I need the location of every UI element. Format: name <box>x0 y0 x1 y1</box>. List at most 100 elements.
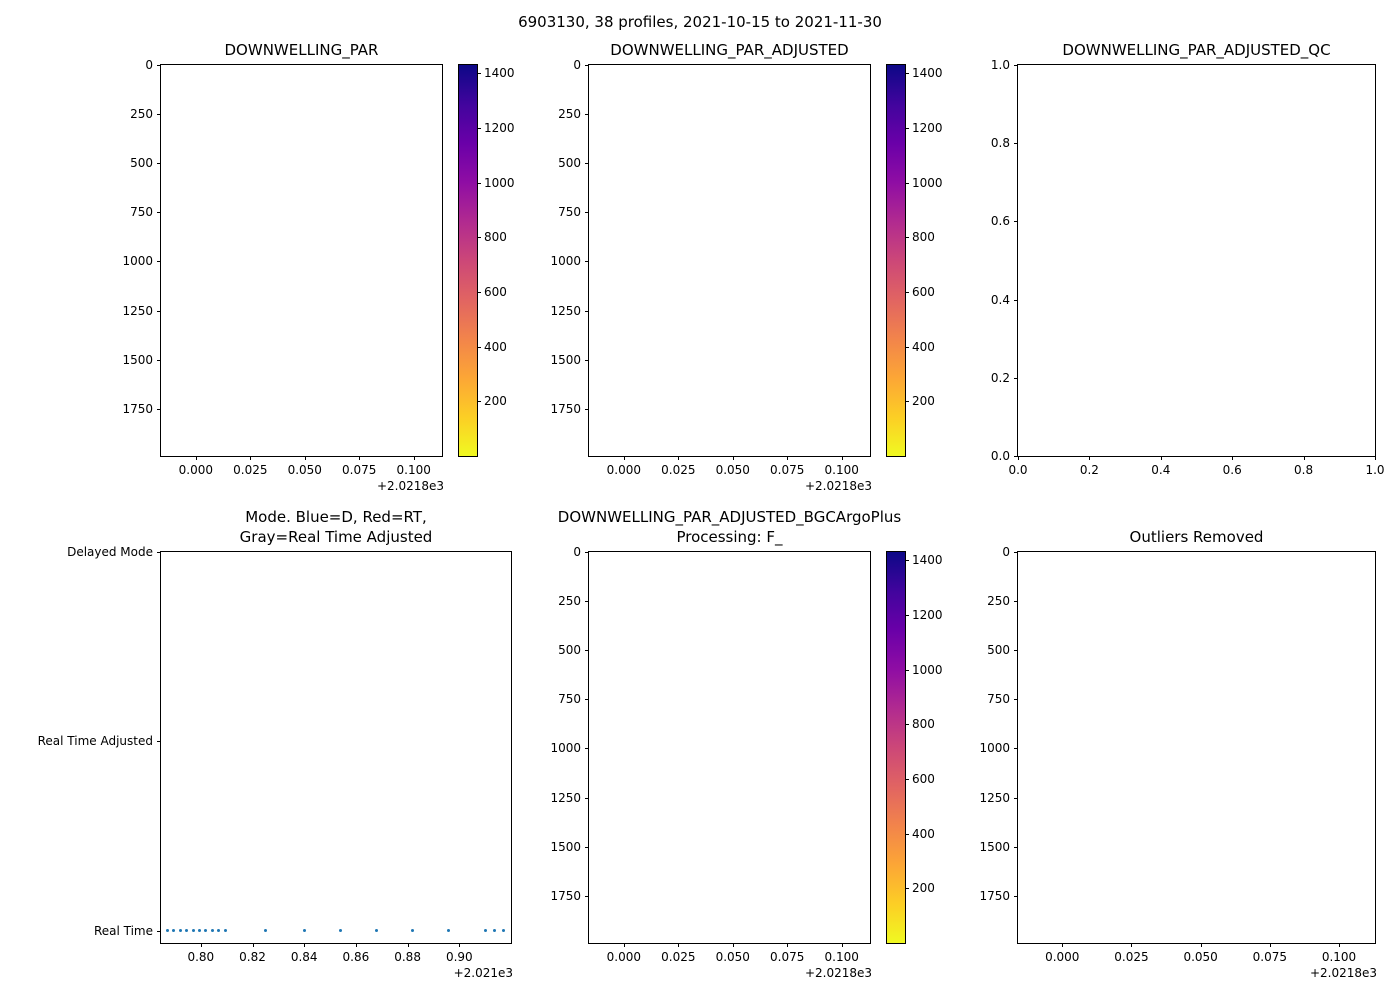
colorbar: 200 400 600 800 1000 1200 1400 <box>458 64 515 457</box>
x-axis-offset-label: +2.021e3 <box>453 966 513 980</box>
subplot-title-downwelling-par-adjusted-qc: DOWNWELLING_PAR_ADJUSTED_QC <box>1062 40 1331 59</box>
y-tick-mark <box>1014 299 1018 301</box>
y-tick-mark <box>157 310 161 312</box>
y-tick-mark <box>1014 650 1018 652</box>
data-point <box>198 929 201 933</box>
subplot-mode: Mode. Blue=D, Red=RT, Gray=Real Time Adj… <box>38 508 513 979</box>
colorbar-tick-label: 1400 <box>484 66 515 81</box>
data-point <box>501 929 505 933</box>
y-tick-mark <box>1014 377 1018 379</box>
y-tick-label: 500 <box>130 156 153 171</box>
x-tick-mark <box>250 456 252 460</box>
colorbar-tick-label: 1400 <box>912 66 943 81</box>
x-tick-mark <box>200 943 202 947</box>
data-point <box>223 929 227 933</box>
data-point <box>204 929 208 933</box>
x-tick-label: 0.4 <box>1151 463 1171 477</box>
y-tick-mark <box>1014 797 1018 799</box>
x-tick-label: 0.050 <box>1183 950 1218 964</box>
x-tick-label: 0.025 <box>1114 950 1149 964</box>
y-tick-label: 750 <box>558 205 581 220</box>
x-axis-offset-label: +2.0218e3 <box>376 479 444 493</box>
y-tick-label: Real Time Adjusted <box>37 734 153 749</box>
subplot-downwelling-par-adjusted-bgcargoplus: DOWNWELLING_PAR_ADJUSTED_BGCArgoPlus Pro… <box>550 508 901 979</box>
y-tick-mark <box>585 65 589 66</box>
y-tick-mark <box>157 212 161 214</box>
colorbar-tick-label: 600 <box>484 284 507 299</box>
y-tick-label: 0 <box>573 58 581 72</box>
y-tick-mark <box>585 310 589 312</box>
y-tick-label: 1250 <box>979 790 1010 805</box>
y-tick-label: 500 <box>987 643 1010 658</box>
subplot-title-downwelling-par-adjusted: DOWNWELLING_PAR_ADJUSTED <box>610 40 849 59</box>
colorbar-tick-mark <box>477 346 481 348</box>
x-tick-mark <box>1160 456 1162 460</box>
y-tick-label: 0 <box>145 58 153 72</box>
colorbar-tick-mark <box>905 560 909 562</box>
y-tick-label: 250 <box>130 107 153 122</box>
y-tick-label: 250 <box>558 107 581 122</box>
y-tick-label: 0.8 <box>990 136 1010 151</box>
y-tick-label: 1750 <box>979 888 1010 903</box>
y-tick-label: 1250 <box>550 790 581 805</box>
data-point <box>210 929 214 933</box>
x-tick-mark <box>841 456 843 460</box>
y-tick-label: 1500 <box>550 352 581 367</box>
y-tick-mark <box>1014 143 1018 145</box>
x-tick-label: 0.2 <box>1079 463 1099 477</box>
y-tick-label: Delayed Mode <box>67 545 153 559</box>
subplot-title-mode: Mode. Blue=D, Red=RT, Gray=Real Time Adj… <box>239 508 433 546</box>
x-tick-mark <box>1269 943 1271 947</box>
y-tick-label: 1250 <box>122 303 153 318</box>
y-tick-label: 1750 <box>550 888 581 903</box>
data-point <box>411 929 415 933</box>
y-tick-mark <box>157 741 161 743</box>
colorbar-tick-label: 400 <box>912 339 935 354</box>
subplot-outliers-removed: Outliers Removed 0.000 0.025 0.050 0.075 0.1… <box>979 528 1377 980</box>
x-tick-label: 0.075 <box>770 950 805 964</box>
x-tick-label: 0.0 <box>1008 463 1028 477</box>
y-tick-mark <box>157 163 161 165</box>
colorbar-tick-mark <box>477 291 481 293</box>
y-tick-mark <box>157 65 161 66</box>
y-tick-label: Real Time <box>93 923 153 938</box>
y-tick-mark <box>1014 699 1018 701</box>
colorbar-tick-label: 600 <box>912 771 935 786</box>
y-tick-mark <box>585 797 589 799</box>
y-tick-label: 500 <box>558 643 581 658</box>
colorbar-tick-mark <box>477 401 481 403</box>
y-tick-label: 0.0 <box>990 449 1010 463</box>
colorbar-tick-mark <box>477 127 481 129</box>
y-tick-label: 250 <box>558 594 581 609</box>
colorbar-tick-mark <box>905 237 909 239</box>
data-point <box>165 929 169 933</box>
x-tick-mark <box>459 943 461 947</box>
x-tick-label: 1.0 <box>1365 463 1385 477</box>
x-tick-label: 0.100 <box>396 463 431 477</box>
colorbar: 200 400 600 800 1000 1200 1400 <box>886 64 943 457</box>
subplot-title-outliers-removed: Outliers Removed <box>1129 527 1264 546</box>
colorbar-tick-mark <box>905 669 909 671</box>
y-tick-label: 1750 <box>550 401 581 416</box>
colorbar-tick-label: 800 <box>912 230 935 245</box>
subplot-title-downwelling-par: DOWNWELLING_PAR <box>224 40 379 59</box>
data-point <box>483 929 487 933</box>
colorbar-tick-mark <box>905 182 909 184</box>
data-point <box>375 929 379 933</box>
x-tick-label: 0.025 <box>661 463 696 477</box>
x-tick-label: 0.100 <box>1321 950 1357 964</box>
x-tick-mark <box>732 943 734 947</box>
y-tick-label: 0 <box>1002 545 1010 559</box>
y-tick-mark <box>1014 65 1018 66</box>
y-tick-mark <box>585 650 589 652</box>
colorbar-tick-mark <box>905 127 909 129</box>
data-point <box>302 929 306 933</box>
x-tick-mark <box>355 943 357 947</box>
y-tick-mark <box>585 895 589 897</box>
y-tick-mark <box>157 408 161 410</box>
colorbar-tick-label: 200 <box>912 394 935 409</box>
y-tick-label: 1000 <box>550 741 581 756</box>
y-tick-mark <box>1014 895 1018 897</box>
data-point <box>338 929 342 933</box>
